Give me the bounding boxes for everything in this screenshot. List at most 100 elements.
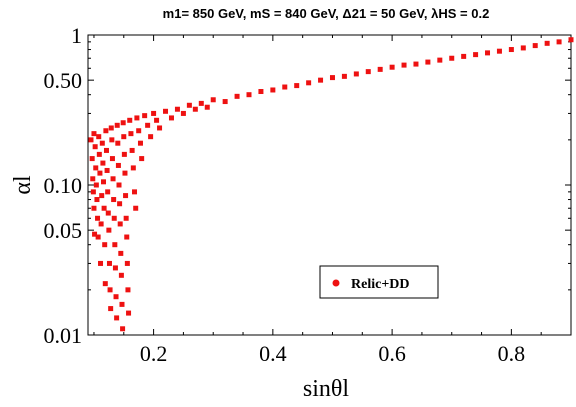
chart-title: m1= 850 GeV, mS = 840 GeV, Δ21 = 50 GeV,…: [163, 6, 490, 21]
data-point: [109, 137, 115, 143]
data-point: [109, 156, 115, 162]
x-tick-label: 0.6: [378, 341, 406, 366]
data-point: [102, 242, 108, 248]
data-point: [101, 205, 107, 211]
y-tick-label: 0.05: [44, 218, 83, 243]
data-point: [112, 265, 118, 271]
data-point: [99, 140, 105, 146]
data-point: [258, 89, 264, 95]
data-points: [88, 37, 574, 332]
data-point: [122, 170, 128, 176]
data-point: [124, 234, 130, 240]
data-point: [111, 215, 117, 221]
data-point: [119, 301, 125, 307]
data-point: [532, 43, 538, 49]
data-point: [103, 147, 109, 153]
x-tick-label: 0.4: [259, 341, 287, 366]
data-point: [103, 128, 109, 134]
data-point: [93, 182, 99, 188]
data-point: [115, 140, 121, 146]
data-point: [132, 189, 138, 195]
data-point: [154, 117, 160, 123]
data-point: [112, 242, 118, 248]
data-point: [204, 104, 210, 110]
data-point: [192, 106, 198, 112]
data-point: [106, 227, 112, 233]
data-point: [222, 99, 228, 105]
data-point: [108, 125, 114, 131]
data-point: [125, 287, 131, 293]
data-point: [294, 83, 300, 89]
data-point: [121, 151, 127, 157]
data-point: [102, 281, 108, 287]
data-point: [134, 115, 140, 121]
data-point: [568, 37, 574, 43]
data-point: [118, 272, 124, 278]
data-point: [107, 287, 113, 293]
data-point: [92, 144, 98, 150]
data-point: [105, 189, 111, 195]
data-point: [496, 48, 502, 54]
data-point: [449, 55, 455, 61]
data-point: [114, 315, 120, 321]
data-point: [186, 102, 192, 108]
data-point: [123, 193, 129, 199]
data-point: [556, 39, 562, 45]
data-point: [118, 250, 124, 256]
x-axis-label: sinθl: [303, 376, 350, 402]
data-point: [270, 87, 276, 93]
data-point: [133, 205, 139, 211]
data-point: [127, 117, 133, 123]
data-point: [111, 197, 117, 203]
data-point: [341, 73, 347, 79]
data-point: [157, 125, 163, 131]
data-point: [91, 131, 97, 137]
data-point: [117, 201, 123, 207]
data-point: [413, 61, 419, 67]
data-point: [508, 47, 514, 53]
legend: Relic+DD: [319, 265, 439, 299]
data-point: [90, 189, 96, 195]
data-point: [142, 113, 148, 119]
data-point: [168, 115, 174, 121]
data-point: [120, 120, 126, 126]
data-point: [113, 294, 119, 300]
data-point: [437, 57, 443, 63]
data-point: [100, 160, 106, 166]
data-point: [425, 59, 431, 65]
data-point: [110, 176, 116, 182]
data-point: [95, 215, 101, 221]
y-tick-label: 1: [71, 23, 82, 48]
data-point: [92, 231, 98, 237]
data-point: [116, 182, 122, 188]
data-point: [124, 260, 130, 266]
y-tick-label: 0.01: [44, 323, 83, 348]
data-point: [365, 69, 371, 75]
data-point: [129, 147, 135, 153]
data-point: [96, 151, 102, 157]
data-point: [108, 306, 114, 312]
data-point: [401, 62, 407, 68]
data-point: [234, 93, 240, 99]
data-point: [137, 140, 143, 146]
data-point: [89, 156, 95, 162]
data-point: [473, 52, 479, 58]
data-point: [117, 221, 123, 227]
data-point: [174, 106, 180, 112]
data-point: [544, 40, 550, 46]
data-point: [98, 221, 104, 227]
data-point: [115, 162, 121, 168]
legend-marker: [332, 279, 340, 287]
x-ticks: 0.2 0.4 0.6 0.8: [93, 35, 542, 366]
data-point: [97, 170, 103, 176]
data-point: [101, 179, 107, 185]
legend-label: Relic+DD: [351, 277, 410, 292]
legend-box: [319, 265, 439, 299]
data-point: [95, 234, 101, 240]
data-point: [136, 128, 142, 134]
data-point: [139, 156, 145, 162]
data-point: [99, 193, 105, 199]
data-point: [163, 108, 169, 114]
data-point: [180, 110, 186, 116]
